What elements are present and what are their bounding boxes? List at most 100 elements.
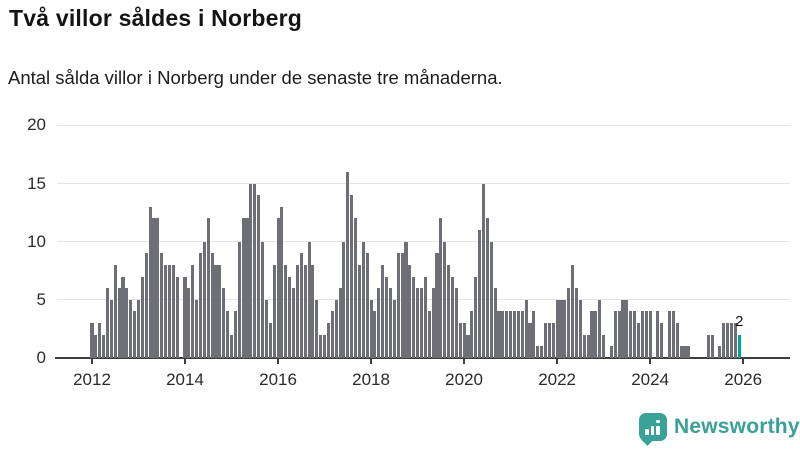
bar (431, 288, 435, 358)
logo-exclamation-dot (656, 419, 660, 423)
bar (408, 264, 412, 358)
bar (350, 195, 354, 358)
x-axis-tickmark (370, 358, 373, 364)
bar (373, 311, 377, 358)
bar (400, 253, 404, 358)
bar (648, 311, 652, 358)
bar (183, 276, 187, 358)
bar (249, 183, 253, 358)
bar (547, 323, 551, 358)
bar (458, 323, 462, 358)
bar (733, 323, 737, 358)
x-axis-tickmark (742, 358, 745, 364)
newsworthy-logo: Newsworthy (639, 413, 800, 446)
bar (334, 299, 338, 358)
bar (497, 311, 501, 358)
bar (679, 346, 683, 358)
bar (195, 299, 199, 358)
bar (726, 323, 730, 358)
bar (625, 299, 629, 358)
gridline-y-15 (57, 183, 790, 185)
bar (536, 346, 540, 358)
bar (478, 230, 482, 358)
bar (210, 253, 214, 358)
bar (272, 264, 276, 358)
x-axis-tick-label: 2012 (73, 370, 111, 389)
bar (129, 299, 133, 358)
bar (555, 299, 559, 358)
bar (315, 299, 319, 358)
bar (117, 288, 121, 358)
bar (718, 346, 722, 358)
bar (509, 311, 513, 358)
bar-chart-speech-bubble-icon (639, 413, 667, 446)
bar (323, 334, 327, 358)
bar (257, 195, 261, 358)
bar (571, 264, 575, 358)
bar (280, 206, 284, 358)
bar (532, 311, 536, 358)
bar (133, 311, 137, 358)
bar (396, 253, 400, 358)
bar (474, 276, 478, 358)
bar (140, 276, 144, 358)
bar (540, 346, 544, 358)
bar (245, 218, 249, 358)
bar (675, 323, 679, 358)
x-axis-tickmark (649, 358, 652, 364)
y-axis-tick-label: 10 (27, 231, 46, 251)
bar (303, 264, 307, 358)
bar (113, 264, 117, 358)
bar (590, 311, 594, 358)
bar (602, 334, 606, 358)
x-axis-tickmark (91, 358, 93, 364)
bar (253, 183, 257, 358)
bar (284, 264, 288, 358)
bar (276, 218, 280, 358)
bar (427, 311, 431, 358)
bar (233, 311, 237, 358)
bar (419, 288, 423, 358)
bar (98, 323, 102, 358)
bar (563, 299, 567, 358)
bar (125, 288, 129, 358)
y-axis-tick-label: 5 (36, 289, 46, 309)
bar (156, 218, 160, 358)
bar (295, 264, 299, 358)
bar (377, 288, 381, 358)
x-axis-line (55, 357, 790, 359)
logo-bar-medium (650, 425, 654, 435)
bar (326, 323, 330, 358)
bar (121, 276, 125, 358)
bar (450, 276, 454, 358)
bar (292, 288, 296, 358)
y-axis-tick-label: 0 (36, 348, 46, 367)
bar (501, 311, 505, 358)
bar (617, 311, 621, 358)
bar (311, 264, 315, 358)
bar (412, 276, 416, 358)
page-title: Två villor såldes i Norberg (9, 5, 303, 31)
bar (640, 311, 644, 358)
bar (520, 311, 524, 358)
bar (229, 334, 234, 358)
bar (330, 311, 334, 358)
x-axis-tick-label: 2018 (352, 370, 390, 389)
bar (516, 311, 520, 358)
bar (264, 299, 268, 358)
bar (485, 218, 489, 358)
bar (175, 276, 179, 358)
bar (94, 334, 98, 358)
bar (447, 264, 451, 358)
bar (435, 253, 439, 358)
bar (136, 299, 141, 358)
bar (489, 241, 493, 358)
bar (512, 311, 517, 358)
bar (260, 241, 265, 358)
bar (660, 323, 664, 358)
logo-bar-short (645, 429, 649, 435)
bar (148, 206, 152, 358)
bar (582, 334, 586, 358)
bar (462, 323, 466, 358)
bar (683, 346, 687, 358)
